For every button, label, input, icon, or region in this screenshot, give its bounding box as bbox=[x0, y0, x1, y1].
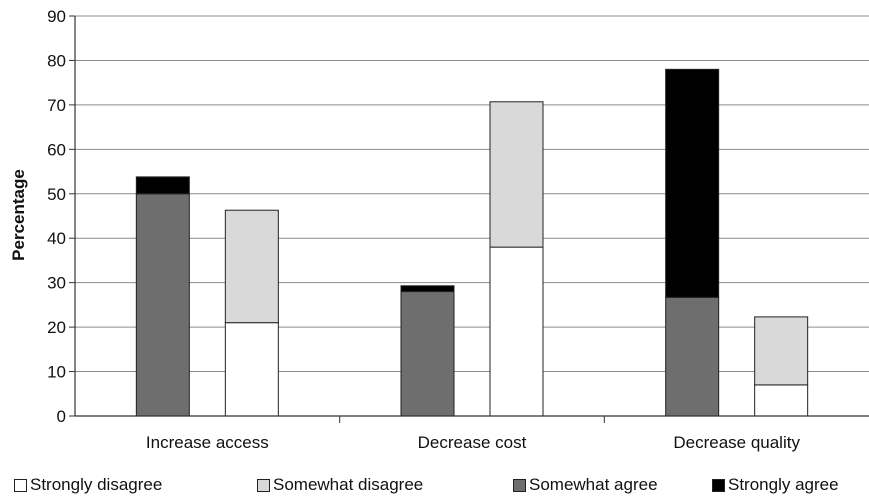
bar-strongly-agree bbox=[400, 285, 455, 293]
y-tick-label: 80 bbox=[47, 51, 66, 70]
y-tick-label: 40 bbox=[47, 229, 66, 248]
legend-swatch bbox=[257, 478, 270, 492]
x-category-label: Decrease cost bbox=[418, 433, 527, 452]
bar-somewhat-disagree bbox=[754, 316, 809, 386]
bar-somewhat-agree bbox=[135, 193, 190, 417]
y-tick-label: 50 bbox=[47, 185, 66, 204]
legend-item-strongly-agree: Strongly agree bbox=[712, 475, 839, 495]
y-tick-label: 90 bbox=[47, 7, 66, 26]
bar-strongly-agree bbox=[135, 176, 190, 195]
bar-somewhat-disagree bbox=[489, 101, 544, 248]
y-tick-label: 0 bbox=[57, 407, 66, 426]
legend-swatch bbox=[513, 478, 526, 492]
bar-strongly-disagree bbox=[224, 322, 279, 417]
y-tick-label: 30 bbox=[47, 274, 66, 293]
y-tick-label: 60 bbox=[47, 140, 66, 159]
legend-label: Somewhat agree bbox=[529, 475, 658, 494]
legend-item-somewhat-disagree: Somewhat disagree bbox=[257, 475, 423, 495]
x-category-label: Increase access bbox=[146, 433, 269, 452]
bar-strongly-disagree bbox=[754, 384, 809, 417]
legend-label: Somewhat disagree bbox=[273, 475, 424, 494]
legend-swatch bbox=[14, 478, 27, 492]
bar-strongly-disagree bbox=[489, 246, 544, 417]
axes: 0 10 20 30 40 50 60 70 80 90 Increase access Decrea… bbox=[47, 7, 869, 452]
gridlines bbox=[75, 15, 869, 373]
bar-somewhat-agree bbox=[400, 291, 455, 417]
legend-item-strongly-disagree: Strongly disagree bbox=[14, 475, 162, 495]
bar-somewhat-disagree bbox=[224, 209, 279, 324]
x-category-label: Decrease quality bbox=[673, 433, 800, 452]
legend-swatch bbox=[712, 478, 725, 492]
y-tick-label: 70 bbox=[47, 96, 66, 115]
bar-somewhat-agree bbox=[665, 296, 720, 417]
chart: 0 10 20 30 40 50 60 70 80 90 Increase access Decrea… bbox=[9, 7, 869, 452]
legend-item-somewhat-agree: Somewhat agree bbox=[513, 475, 658, 495]
bars bbox=[135, 68, 809, 417]
y-axis-label: Percentage bbox=[9, 169, 28, 261]
legend-label: Strongly agree bbox=[728, 475, 839, 494]
legend-label: Strongly disagree bbox=[30, 475, 163, 494]
bar-strongly-agree bbox=[665, 68, 720, 298]
legend: Strongly disagree Somewhat disagree Some… bbox=[0, 475, 869, 500]
y-tick-label: 10 bbox=[47, 363, 66, 382]
y-tick-label: 20 bbox=[47, 318, 66, 337]
